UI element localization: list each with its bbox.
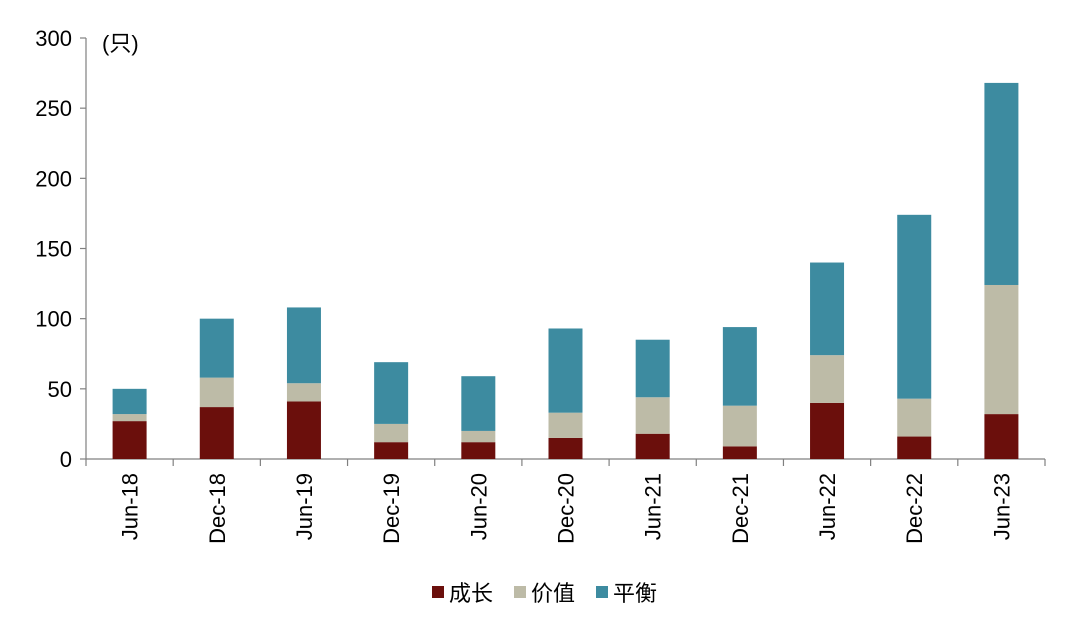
x-tick-label: Jun-23 — [989, 473, 1014, 540]
bar-segment-2 — [374, 423, 409, 443]
bar-segment-3 — [112, 388, 147, 415]
x-tick-label: Dec-19 — [379, 473, 404, 544]
legend-label: 平衡 — [613, 581, 657, 606]
x-tick-label: Jun-22 — [815, 473, 840, 540]
bar-segment-2 — [897, 398, 932, 437]
bar-segment-3 — [984, 82, 1019, 285]
bar-segment-1 — [112, 421, 147, 459]
x-tick-label: Jun-19 — [292, 473, 317, 540]
bar-segment-3 — [199, 318, 234, 378]
y-tick-label: 300 — [35, 26, 72, 51]
x-tick-label: Dec-21 — [728, 473, 753, 544]
bar-segment-1 — [548, 437, 583, 459]
x-tick-label: Dec-18 — [205, 473, 230, 544]
legend-swatch — [432, 586, 444, 598]
legend: 成长 价值 平衡 — [432, 581, 657, 606]
x-tick-label: Jun-18 — [118, 473, 143, 540]
bar-segment-3 — [635, 339, 670, 398]
bars — [112, 82, 1019, 459]
bar-segment-2 — [112, 414, 147, 422]
y-tick-label: 250 — [35, 96, 72, 121]
x-tick-label: Jun-21 — [641, 473, 666, 540]
bar-segment-1 — [722, 446, 757, 459]
bar-segment-1 — [810, 402, 845, 459]
bar-segment-3 — [374, 362, 409, 424]
bar-segment-1 — [461, 442, 496, 459]
y-tick-label: 0 — [60, 447, 72, 472]
bar-segment-2 — [461, 430, 496, 443]
legend-swatch — [514, 586, 526, 598]
legend-swatch — [596, 586, 608, 598]
y-unit-label: (只) — [102, 31, 139, 56]
bar-segment-2 — [984, 284, 1019, 415]
bar-segment-1 — [635, 433, 670, 459]
x-axis: Jun-18 Dec-18 Jun-19 Dec-19 Jun-20 Dec-20 Jun-… — [85, 458, 1046, 544]
bar-segment-1 — [897, 436, 932, 459]
x-tick-label: Dec-20 — [554, 473, 579, 544]
bar-segment-2 — [810, 355, 845, 403]
y-tick-label: 100 — [35, 307, 72, 332]
bar-segment-2 — [286, 383, 321, 402]
bar-segment-2 — [635, 397, 670, 434]
bar-segment-2 — [548, 412, 583, 438]
bar-segment-1 — [286, 401, 321, 459]
bar-segment-3 — [897, 214, 932, 399]
legend-label: 价值 — [531, 581, 575, 606]
bar-segment-3 — [286, 307, 321, 384]
bar-segment-1 — [984, 414, 1019, 459]
x-tick-label: Dec-22 — [902, 473, 927, 544]
bar-segment-3 — [548, 328, 583, 413]
y-tick-label: 50 — [48, 377, 72, 402]
bar-segment-3 — [722, 327, 757, 406]
y-tick-label: 150 — [35, 237, 72, 262]
y-tick-label: 200 — [35, 166, 72, 191]
bar-segment-3 — [461, 376, 496, 431]
bar-segment-1 — [199, 407, 234, 459]
y-axis: 0 50 100 150 200 250 300 — [35, 26, 87, 472]
bar-segment-2 — [199, 377, 234, 408]
bar-segment-1 — [374, 442, 409, 459]
legend-label: 成长 — [449, 581, 493, 606]
bar-segment-3 — [810, 262, 845, 356]
x-tick-label: Jun-20 — [466, 473, 491, 540]
bar-segment-2 — [722, 405, 757, 447]
